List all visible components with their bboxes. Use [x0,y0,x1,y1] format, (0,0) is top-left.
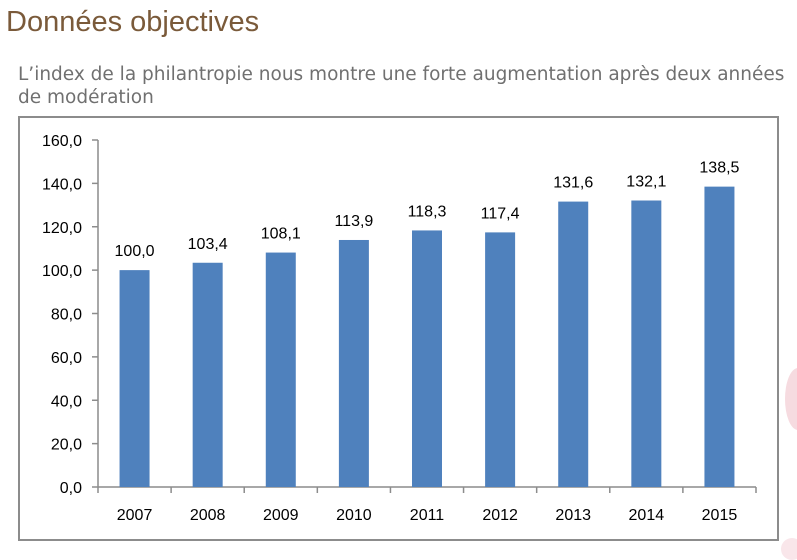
data-label: 100,0 [115,243,155,260]
data-label: 131,6 [553,175,593,192]
x-tick-label: 2011 [410,507,445,524]
x-tick-label: 2013 [555,507,591,524]
chart-data-labels: 100,0 103,4 108,1 113,9 118,3 117,4 131,6 132,1… [115,160,740,260]
y-tick-label: 140,0 [42,176,82,193]
y-tick-label: 0,0 [60,480,82,497]
x-tick-label: 2009 [263,507,299,524]
slide-subtitle: L’index de la philantropie nous montre u… [18,64,785,108]
data-label: 118,3 [408,203,447,220]
data-label: 103,4 [188,236,228,253]
data-label: 132,1 [626,174,666,191]
bar-2011 [412,230,442,487]
y-tick-label: 160,0 [42,133,82,150]
y-tick-label: 80,0 [51,307,82,324]
bar-2013 [558,201,589,487]
chart-axes: 0,0 20,0 40,0 60,0 80,0 100,0 120,0 140,0 160,0 2… [42,133,757,524]
bar-2007 [119,270,150,487]
bar-2009 [265,252,296,487]
x-tick-label: 2010 [336,507,372,524]
x-tick-label: 2007 [117,507,153,524]
y-tick-label: 20,0 [51,437,82,454]
slide-title: Données objectives [6,6,260,38]
data-label: 117,4 [481,205,520,222]
bar-2008 [192,262,223,487]
chart-bars [119,186,735,488]
x-tick-label: 2008 [190,507,226,524]
x-tick-label: 2012 [482,507,518,524]
decorative-petal [785,368,797,430]
bar-2014 [631,200,662,487]
data-label: 138,5 [699,160,739,177]
y-tick-label: 100,0 [42,263,82,280]
y-tick-label: 60,0 [51,350,82,367]
x-tick-label: 2015 [702,507,738,524]
x-tick-label: 2014 [629,507,665,524]
bar-2015 [704,186,735,488]
data-label: 108,1 [261,226,301,243]
bar-2010 [338,239,369,487]
y-tick-label: 40,0 [51,393,82,410]
data-label: 113,9 [334,213,373,230]
y-tick-label: 120,0 [42,220,82,237]
bar-2012 [485,232,516,487]
